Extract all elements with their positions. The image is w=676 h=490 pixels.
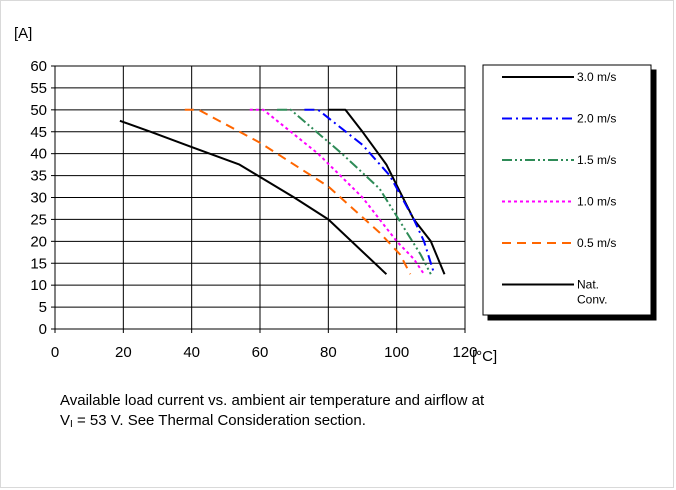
y-axis-label: [A]: [14, 25, 32, 42]
x-tick-label: 40: [183, 344, 200, 361]
series-line-2: [277, 108, 432, 275]
y-tick-label: 35: [30, 168, 47, 185]
y-tick-label: 30: [30, 190, 47, 207]
legend-box: [482, 64, 652, 316]
series-lines: [119, 108, 446, 275]
derating-chart: [A] 0 5 10 15 20 25 30 35 40 45 50 55 60 0 20 40 60 80 10…: [14, 25, 652, 365]
x-tick-label: 100: [384, 344, 409, 361]
y-tick-label: 55: [30, 80, 47, 97]
y-tick-label: 40: [30, 146, 47, 163]
x-tick-label: 120: [452, 344, 477, 361]
x-tick-label: 20: [115, 344, 132, 361]
y-tick-label: 25: [30, 211, 47, 228]
y-tick-label: 50: [30, 102, 47, 119]
legend-label-0: 3.0 m/s: [577, 70, 616, 84]
series-line-5: [119, 119, 388, 275]
y-tick-label: 5: [39, 299, 47, 316]
y-tick-label: 20: [30, 233, 47, 250]
x-axis-label: [°C]: [472, 348, 497, 365]
caption-v-subscript: I: [70, 419, 73, 430]
x-tick-label: 0: [51, 344, 59, 361]
series-line-0: [328, 108, 446, 275]
legend-label-3: 1.0 m/s: [577, 195, 616, 209]
y-tick-label: 0: [39, 321, 47, 338]
figure-caption: Available load current vs. ambient air t…: [60, 391, 640, 435]
series-line-1: [304, 108, 436, 275]
y-tick-label: 60: [30, 58, 47, 75]
y-tick-labels: 0 5 10 15 20 25 30 35 40 45 50 55 60: [30, 58, 47, 338]
y-tick-label: 45: [30, 124, 47, 141]
x-tick-labels: 0 20 40 60 80 100 120: [51, 344, 478, 361]
series-line-3: [249, 108, 425, 275]
grid-lines: [51, 65, 466, 333]
legend-label-5: Nat. Conv.: [577, 278, 607, 307]
series-line-4: [184, 108, 412, 275]
legend: 3.0 m/s 2.0 m/s 1.5 m/s 1.0 m/s 0.5 m/s Nat. C…: [502, 70, 616, 307]
y-tick-label: 15: [30, 255, 47, 272]
caption-line-1: Available load current vs. ambient air t…: [60, 392, 485, 409]
legend-label-1: 2.0 m/s: [577, 112, 616, 126]
y-tick-label: 10: [30, 277, 47, 294]
x-tick-label: 80: [320, 344, 337, 361]
x-tick-label: 60: [252, 344, 269, 361]
caption-v-symbol: V: [60, 412, 71, 429]
caption-line-2: VI = 53 V. See Thermal Consideration sec…: [60, 411, 640, 435]
legend-label-2: 1.5 m/s: [577, 153, 616, 167]
caption-line-2-text: = 53 V. See Thermal Consideration sectio…: [72, 412, 366, 429]
legend-label-4: 0.5 m/s: [577, 236, 616, 250]
